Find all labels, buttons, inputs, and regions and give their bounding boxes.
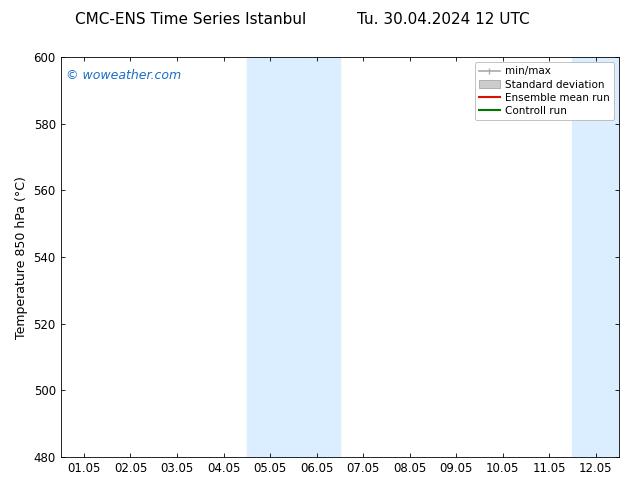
Text: Tu. 30.04.2024 12 UTC: Tu. 30.04.2024 12 UTC [358,12,530,27]
Text: CMC-ENS Time Series Istanbul: CMC-ENS Time Series Istanbul [75,12,306,27]
Bar [573,57,634,457]
Bar [247,57,340,457]
Text: © woweather.com: © woweather.com [66,69,181,82]
Y-axis label: Temperature 850 hPa (°C): Temperature 850 hPa (°C) [15,175,28,339]
Legend: min/max, Standard deviation, Ensemble mean run, Controll run: min/max, Standard deviation, Ensemble me… [475,62,614,120]
